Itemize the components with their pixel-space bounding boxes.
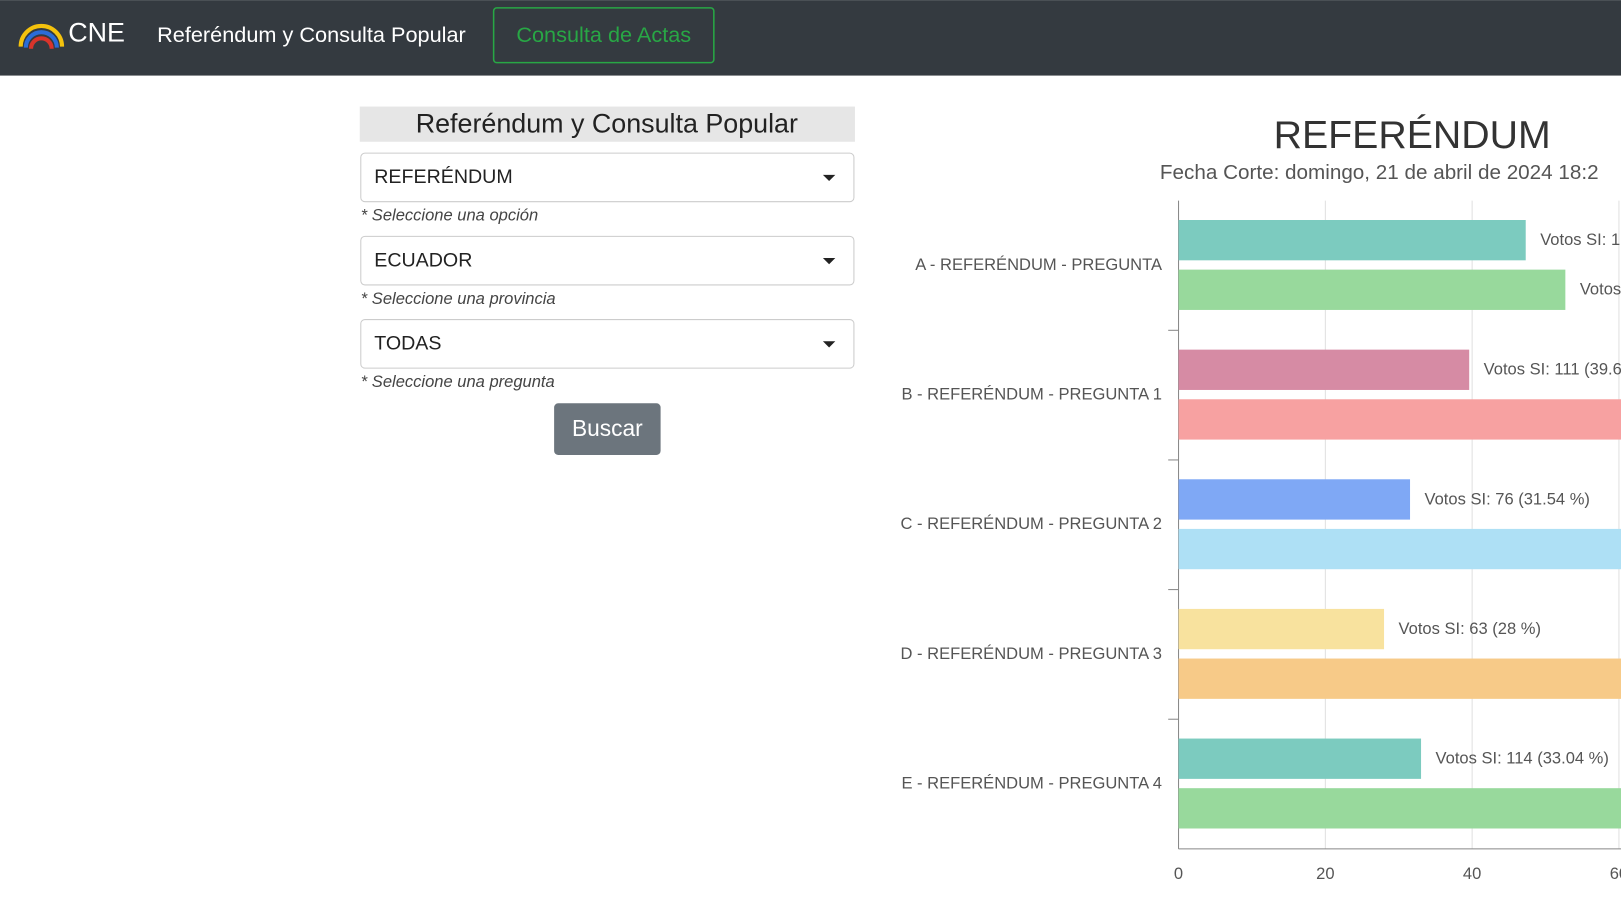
value-label: Votos SI: 1 bbox=[1540, 230, 1620, 249]
x-tick-label: 0 bbox=[1174, 864, 1183, 883]
bar bbox=[1179, 220, 1526, 260]
chart-subtitle: Fecha Corte: domingo, 21 de abril de 202… bbox=[1160, 161, 1599, 184]
chart-title: REFERÉNDUM bbox=[1274, 113, 1551, 157]
select-value[interactable]: TODAS bbox=[374, 333, 441, 355]
bar bbox=[1179, 739, 1422, 779]
nav-title[interactable]: Referéndum y Consulta Popular bbox=[157, 22, 466, 47]
x-tick-label: 20 bbox=[1316, 864, 1334, 883]
x-tick-label: 40 bbox=[1463, 864, 1481, 883]
value-label: Votos SI: 111 (39.6 bbox=[1484, 360, 1621, 379]
y-tick-label: D - REFERÉNDUM - PREGUNTA 3 bbox=[901, 644, 1162, 663]
y-tick-label: A - REFERÉNDUM - PREGUNTA bbox=[915, 255, 1162, 274]
bar bbox=[1179, 659, 1621, 699]
bar bbox=[1179, 270, 1566, 310]
select-value[interactable]: ECUADOR bbox=[374, 249, 472, 271]
x-tick-label: 60 bbox=[1610, 864, 1621, 883]
bar bbox=[1179, 609, 1385, 649]
form-heading: Referéndum y Consulta Popular bbox=[416, 108, 798, 138]
value-label: Votos bbox=[1580, 280, 1621, 299]
value-label: Votos SI: 76 (31.54 %) bbox=[1425, 489, 1590, 508]
select-hint: * Seleccione una provincia bbox=[361, 289, 556, 308]
brand[interactable]: CNE bbox=[68, 17, 125, 47]
bar bbox=[1179, 479, 1411, 519]
value-label: Votos SI: 114 (33.04 %) bbox=[1436, 749, 1609, 768]
bar bbox=[1179, 529, 1621, 569]
value-label: Votos SI: 63 (28 %) bbox=[1399, 619, 1541, 638]
bar bbox=[1179, 399, 1621, 439]
y-tick-label: B - REFERÉNDUM - PREGUNTA 1 bbox=[901, 385, 1162, 404]
select-hint: * Seleccione una opción bbox=[361, 206, 538, 225]
y-tick-label: C - REFERÉNDUM - PREGUNTA 2 bbox=[901, 514, 1162, 533]
select-value[interactable]: REFERÉNDUM bbox=[374, 165, 512, 188]
nav-link[interactable]: Consulta de Actas bbox=[516, 22, 691, 47]
bar bbox=[1179, 788, 1621, 828]
search-button-label[interactable]: Buscar bbox=[572, 415, 643, 441]
bar bbox=[1179, 350, 1470, 390]
select-hint: * Seleccione una pregunta bbox=[361, 372, 555, 391]
y-tick-label: E - REFERÉNDUM - PREGUNTA 4 bbox=[901, 773, 1162, 792]
